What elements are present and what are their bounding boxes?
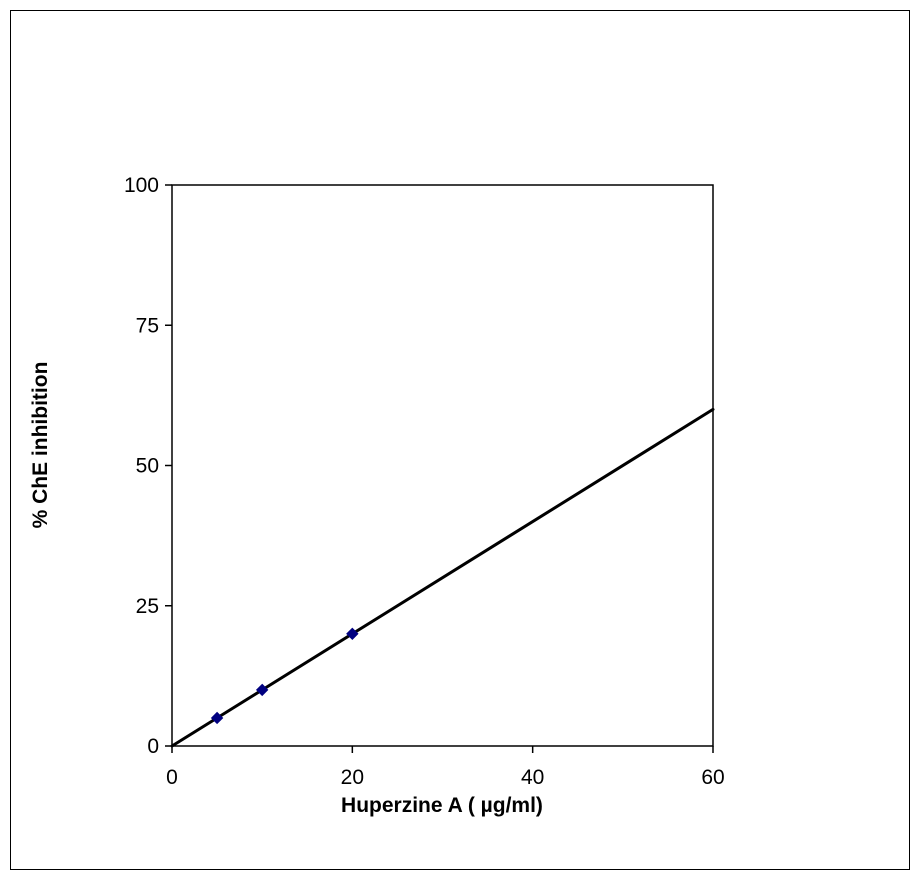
y-tick-label: 0	[147, 735, 159, 758]
y-tick-label: 75	[136, 314, 159, 337]
x-axis-ticks	[171, 746, 714, 753]
y-tick-label: 100	[124, 174, 159, 197]
data-points	[210, 627, 359, 725]
x-tick-label: 60	[701, 766, 724, 789]
data-point	[346, 627, 359, 641]
data-point	[210, 711, 224, 725]
x-axis-tick-labels: 0 20 40 60	[166, 766, 725, 789]
x-tick-label: 0	[166, 766, 178, 789]
y-tick-label: 50	[136, 455, 159, 478]
plot-area	[171, 184, 714, 747]
x-tick-label: 40	[521, 766, 544, 789]
y-axis-title: % ChE inhibition	[29, 362, 52, 529]
y-tick-label: 25	[136, 595, 159, 618]
y-axis-tick-labels: 0 25 50 75 100	[124, 174, 159, 758]
data-point	[255, 683, 269, 697]
y-axis-ticks	[165, 184, 172, 747]
x-axis-title: Huperzine A ( µg/ml)	[341, 794, 543, 817]
x-tick-label: 20	[341, 766, 364, 789]
